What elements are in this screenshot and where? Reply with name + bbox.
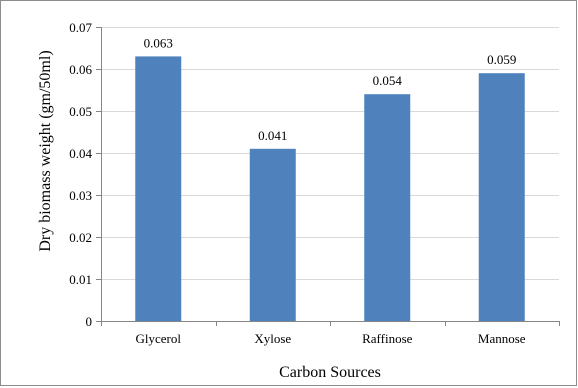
bars [135, 56, 525, 322]
y-tick-label: 0.02 [69, 230, 92, 245]
x-category-label: Raffinose [362, 331, 413, 346]
data-label: 0.063 [144, 35, 173, 50]
labels: 0 0.01 0.02 0.03 0.04 0.05 0.06 0.07 0.063 Glycer… [69, 20, 526, 346]
y-tick-label: 0.01 [69, 272, 92, 287]
y-axis-title: Dry biomass weight (gm/50ml) [37, 50, 54, 251]
x-category-label: Xylose [254, 331, 291, 346]
y-tick-label: 0.04 [69, 146, 92, 161]
x-axis-title: Carbon Sources [279, 364, 381, 381]
y-tick-label: 0.03 [69, 188, 92, 203]
data-label: 0.054 [373, 73, 403, 88]
bar-mannose [478, 73, 525, 321]
bar-xylose [249, 148, 296, 321]
data-label: 0.041 [258, 128, 287, 143]
bar-glycerol [135, 56, 182, 322]
y-tick-label: 0.06 [69, 62, 92, 77]
y-tick-label: 0 [86, 314, 93, 329]
x-category-label: Glycerol [136, 331, 182, 346]
axes [96, 27, 560, 326]
x-category-label: Mannose [478, 331, 526, 346]
bar-raffinose [364, 94, 411, 321]
data-label: 0.059 [487, 52, 516, 67]
y-tick-label: 0.07 [69, 20, 92, 35]
y-tick-label: 0.05 [69, 104, 92, 119]
